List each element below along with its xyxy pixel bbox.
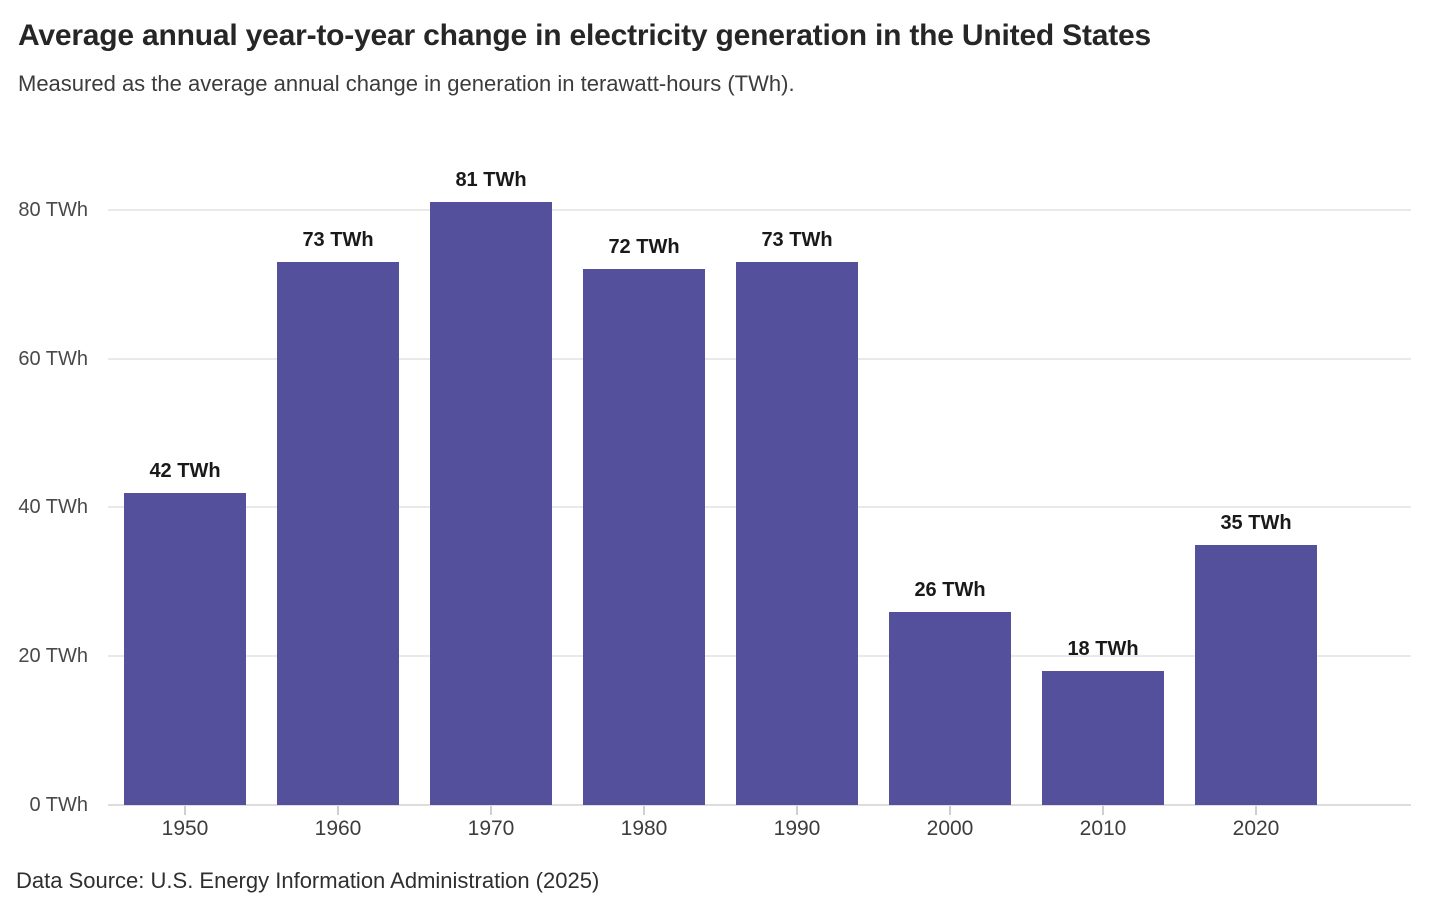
bar-2010 xyxy=(1042,671,1164,805)
bar-1950 xyxy=(124,492,246,805)
bar-value-label: 42 TWh xyxy=(149,459,221,482)
y-tick-label: 60 TWh xyxy=(18,347,88,370)
y-tick-label: 40 TWh xyxy=(18,496,88,519)
bar-value-label: 81 TWh xyxy=(455,169,527,192)
x-tick-label: 1970 xyxy=(467,817,515,840)
x-axis-line xyxy=(108,804,1411,806)
x-tick-label: 1990 xyxy=(773,817,821,840)
bar-2020 xyxy=(1195,544,1317,805)
data-source-note: Data Source: U.S. Energy Information Adm… xyxy=(16,868,600,893)
bar-2000 xyxy=(889,611,1011,805)
x-tick-label: 2010 xyxy=(1079,817,1127,840)
bar-value-label: 18 TWh xyxy=(1067,638,1139,661)
x-axis-tick xyxy=(643,806,645,815)
chart-title: Average annual year-to-year change in el… xyxy=(18,19,1152,52)
bar-1960 xyxy=(277,261,399,805)
x-axis-tick xyxy=(490,806,492,815)
chart-subtitle: Measured as the average annual change in… xyxy=(18,71,795,96)
bar-value-label: 26 TWh xyxy=(914,578,986,601)
y-tick-label: 0 TWh xyxy=(29,794,88,816)
x-tick-label: 1960 xyxy=(314,817,362,840)
x-axis-tick xyxy=(796,806,798,815)
bar-1970 xyxy=(430,202,552,805)
bar-1990 xyxy=(736,261,858,805)
x-axis-tick xyxy=(1255,806,1257,815)
y-tick-label: 80 TWh xyxy=(18,198,88,221)
x-tick-label: 1980 xyxy=(620,817,668,840)
bar-value-label: 35 TWh xyxy=(1220,511,1292,534)
bar-value-label: 73 TWh xyxy=(302,228,374,251)
x-axis-tick xyxy=(184,806,186,815)
x-axis-tick xyxy=(1102,806,1104,815)
x-tick-label: 1950 xyxy=(161,817,209,840)
x-axis-tick xyxy=(337,806,339,815)
x-tick-label: 2020 xyxy=(1232,817,1280,840)
gridline xyxy=(108,208,1411,211)
x-axis-tick xyxy=(949,806,951,815)
bar-value-label: 72 TWh xyxy=(608,236,680,259)
bar-value-label: 73 TWh xyxy=(761,228,833,251)
y-tick-label: 20 TWh xyxy=(18,645,88,668)
x-tick-label: 2000 xyxy=(926,817,974,840)
bar-1980 xyxy=(583,269,705,805)
